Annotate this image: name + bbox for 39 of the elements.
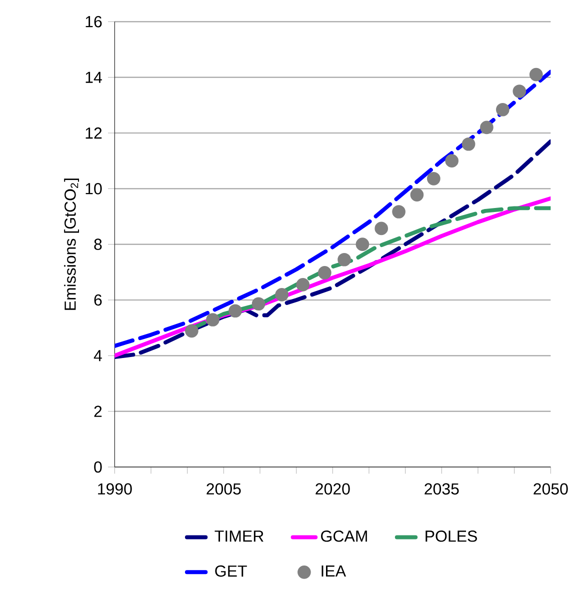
x-tick-label: 1990: [98, 483, 132, 495]
legend-label: GET: [215, 565, 247, 577]
y-tick-label: 16: [86, 16, 102, 28]
x-tick-label: 2035: [424, 483, 459, 495]
y-tick-label: 6: [94, 294, 102, 306]
point: [185, 324, 198, 338]
point: [356, 238, 370, 251]
y-tick-label: 10: [86, 183, 102, 194]
point: [275, 288, 288, 302]
point: [445, 154, 459, 168]
legend-label: TIMER: [214, 530, 264, 542]
point: [392, 205, 406, 218]
x-tick-label: 2020: [316, 483, 350, 495]
point: [410, 188, 424, 202]
x-tick-label: 2005: [206, 483, 241, 495]
legend-label: POLES: [426, 530, 477, 542]
y-axis-title: Emissions [GtCO$_{2}$]: [64, 178, 80, 310]
point: [228, 304, 242, 318]
y-tick-label: 12: [86, 127, 102, 139]
point: [296, 278, 310, 292]
y-tick-label: 0: [94, 461, 102, 473]
y-tick-label: 2: [94, 406, 102, 417]
point: [462, 137, 476, 151]
point: [496, 102, 510, 116]
legend-label: IEA: [322, 565, 346, 576]
point: [318, 266, 332, 280]
legend-label: GCAM: [321, 530, 367, 542]
point: [512, 84, 526, 98]
point: [338, 252, 351, 266]
y-tick-label: 4: [94, 350, 102, 362]
y-tick-label: 8: [94, 238, 102, 250]
point: [427, 172, 440, 186]
y-tick-label: 14: [86, 72, 102, 83]
point: [529, 68, 543, 82]
point: [206, 313, 220, 326]
point: [480, 120, 494, 134]
point: [252, 297, 266, 311]
point: [374, 222, 388, 236]
x-tick-label: 2050: [534, 483, 568, 495]
